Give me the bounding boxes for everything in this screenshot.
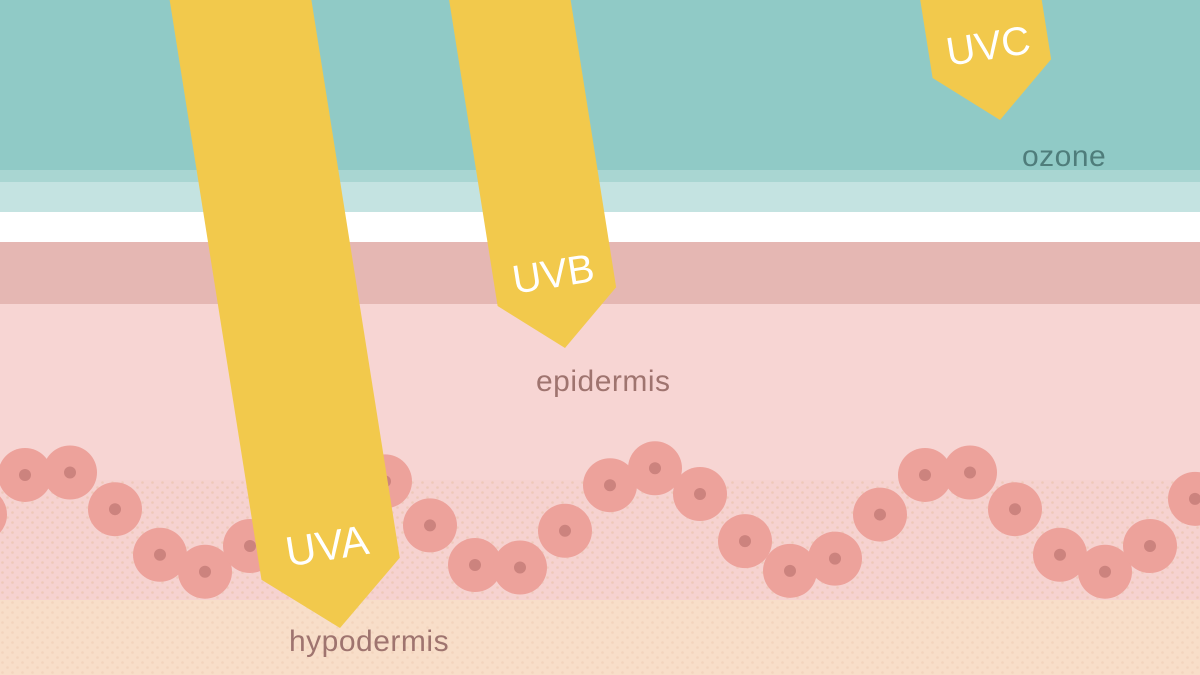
- basal-cell-core: [1009, 503, 1021, 515]
- basal-cell-core: [964, 466, 976, 478]
- uv-skin-diagram: UVAUVBUVC ozone epidermis hypodermis: [0, 0, 1200, 675]
- basal-cell-core: [199, 566, 211, 578]
- basal-cell-core: [244, 540, 256, 552]
- basal-cell-core: [469, 559, 481, 571]
- basal-cell-core: [1099, 566, 1111, 578]
- basal-cell-core: [784, 565, 796, 577]
- basal-cell-core: [1054, 549, 1066, 561]
- basal-cell-core: [829, 553, 841, 565]
- basal-cell-core: [19, 469, 31, 481]
- basal-cell-core: [919, 469, 931, 481]
- basal-cell-core: [739, 535, 751, 547]
- basal-cell-core: [604, 479, 616, 491]
- basal-cell-core: [1144, 540, 1156, 552]
- basal-cell-core: [649, 462, 661, 474]
- basal-cell-core: [154, 549, 166, 561]
- basal-cell-core: [64, 466, 76, 478]
- basal-cell-core: [559, 525, 571, 537]
- basal-cell-core: [424, 519, 436, 531]
- epidermis-label: epidermis: [536, 365, 671, 399]
- basal-cell-core: [694, 488, 706, 500]
- hypodermis-dots: [0, 600, 1200, 675]
- ozone-label: ozone: [1022, 140, 1106, 174]
- basal-cell-core: [109, 503, 121, 515]
- ozone-strip: [0, 170, 1200, 182]
- basal-cell-core: [514, 562, 526, 574]
- basal-cell-core: [874, 509, 886, 521]
- diagram-svg: UVAUVBUVC: [0, 0, 1200, 675]
- hypodermis-label: hypodermis: [289, 625, 449, 659]
